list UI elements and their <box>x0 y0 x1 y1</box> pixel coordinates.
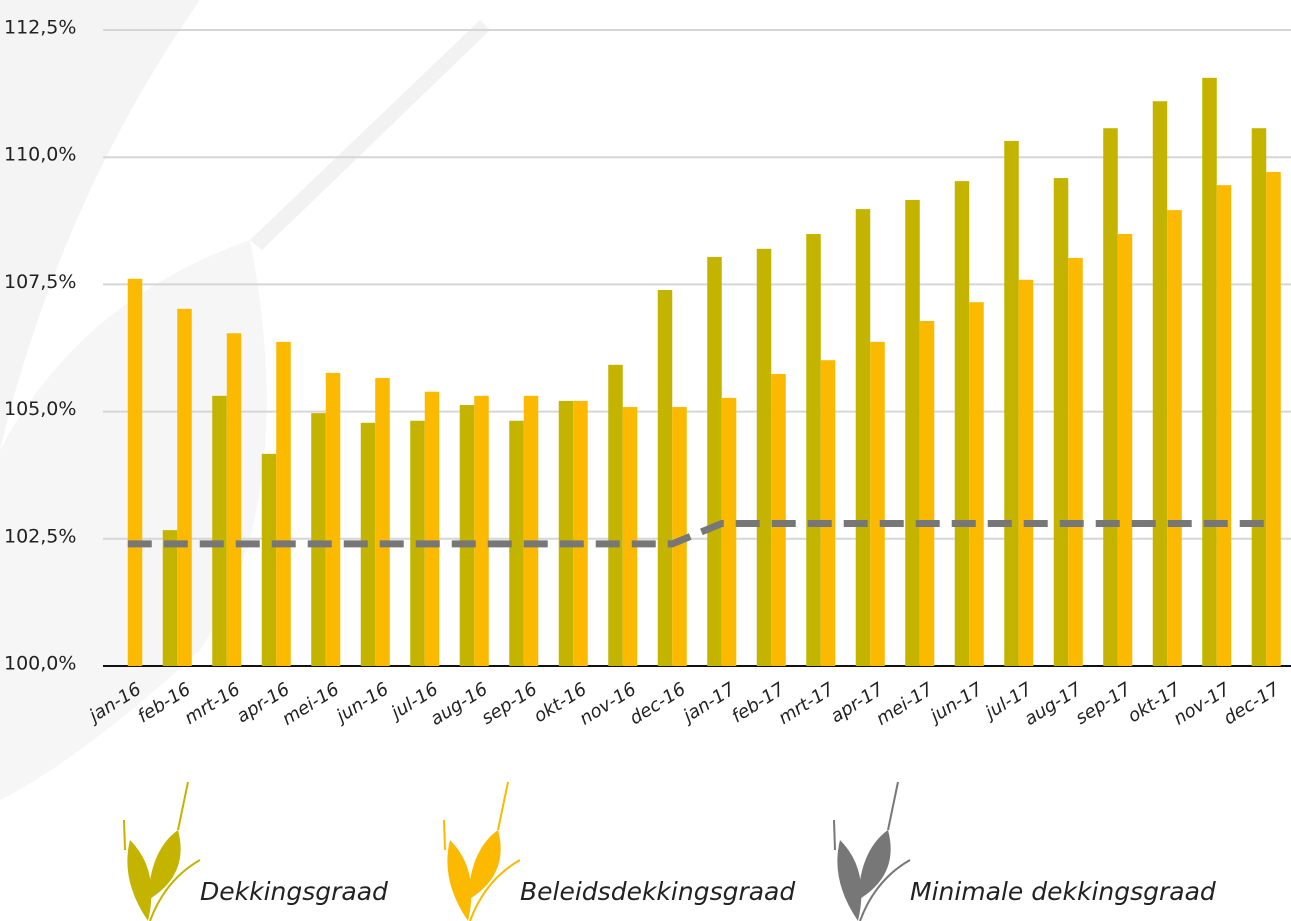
bar <box>969 302 984 666</box>
legend-icon <box>837 840 862 921</box>
bar <box>608 364 623 666</box>
bar <box>424 391 440 666</box>
bar <box>657 289 673 666</box>
legend-icon <box>859 859 911 921</box>
legend-label: Dekkingsgraad <box>200 877 388 906</box>
bar <box>1018 279 1034 666</box>
bar <box>311 413 326 666</box>
bar <box>474 395 489 666</box>
bar <box>523 395 539 666</box>
legend-icon <box>443 819 446 851</box>
y-tick-label: 107,5% <box>4 271 76 293</box>
bar <box>672 407 687 666</box>
legend-icon <box>497 781 509 831</box>
legend-icon <box>469 859 521 921</box>
x-tick-label: mei-16 <box>278 679 343 730</box>
bar <box>162 530 178 666</box>
legend-icon <box>148 830 181 900</box>
x-tick-label: nov-16 <box>576 679 640 730</box>
bar <box>325 372 341 666</box>
bar <box>954 181 970 667</box>
y-tick-label: 100,0% <box>4 653 76 675</box>
bar <box>360 422 376 666</box>
bar <box>1117 234 1133 666</box>
legend-label: Minimale dekkingsgraad <box>910 877 1216 906</box>
x-tick-label: mei-17 <box>872 678 937 729</box>
x-tick-label: jun-17 <box>924 678 987 728</box>
bar <box>756 248 772 666</box>
x-tick-label: jan-17 <box>677 678 739 728</box>
bar <box>1004 140 1019 666</box>
legend-item: Beleidsdekkingsgraad <box>443 781 795 921</box>
bar <box>509 420 524 666</box>
bar <box>573 400 588 666</box>
y-tick-label: 112,5% <box>4 17 76 39</box>
bar <box>1068 257 1083 666</box>
x-tick-label: dec-17 <box>1220 678 1284 729</box>
bar <box>127 278 143 666</box>
bar <box>820 360 836 666</box>
bar <box>177 308 192 666</box>
legend-icon <box>177 781 189 831</box>
legend-icon <box>833 819 836 851</box>
bar <box>1216 185 1232 666</box>
bar <box>1053 178 1069 667</box>
bar <box>1266 171 1281 666</box>
y-tick-label: 110,0% <box>4 144 76 166</box>
bar <box>870 341 885 666</box>
x-tick-label: aug-16 <box>427 679 492 730</box>
y-tick-label: 105,0% <box>4 398 76 420</box>
legend-icon <box>468 830 501 900</box>
x-tick-label: mrt-17 <box>775 678 839 729</box>
bar <box>855 209 871 666</box>
bar <box>1103 128 1118 667</box>
x-tick-label: dec-16 <box>626 679 690 730</box>
bar <box>459 404 475 666</box>
bar <box>375 378 390 666</box>
bar <box>261 453 277 666</box>
bar <box>1251 128 1267 667</box>
x-tick-label: sep-17 <box>1072 678 1136 729</box>
legend-icon <box>149 859 201 921</box>
line <box>127 520 1267 548</box>
legend-item: Dekkingsgraad <box>123 781 388 921</box>
x-tick-label: aug-17 <box>1021 678 1086 730</box>
legend-icon <box>123 819 126 851</box>
bar <box>919 321 935 666</box>
legend-icon <box>887 781 899 831</box>
y-tick-label: 102,5% <box>4 525 76 547</box>
bar <box>806 234 821 666</box>
legend-icon <box>858 830 891 900</box>
x-tick-label: jun-16 <box>330 679 392 729</box>
bar <box>622 407 638 666</box>
bar <box>1152 101 1168 667</box>
bar <box>905 199 920 666</box>
bar <box>771 373 786 666</box>
bar <box>558 400 574 666</box>
x-tick-label: nov-17 <box>1170 678 1235 729</box>
legend-icon <box>127 840 152 921</box>
legend-label: Beleidsdekkingsgraad <box>520 877 795 906</box>
bar <box>1202 77 1217 666</box>
legend-icon <box>447 840 472 921</box>
bar <box>721 397 737 666</box>
bar <box>276 341 291 666</box>
bar <box>226 333 242 666</box>
bar <box>707 256 722 666</box>
bar <box>212 395 227 666</box>
x-tick-label: mrt-16 <box>181 679 244 729</box>
x-tick-label: sep-16 <box>478 679 541 729</box>
legend-item: Minimale dekkingsgraad <box>833 781 1216 921</box>
bar <box>1167 210 1182 666</box>
